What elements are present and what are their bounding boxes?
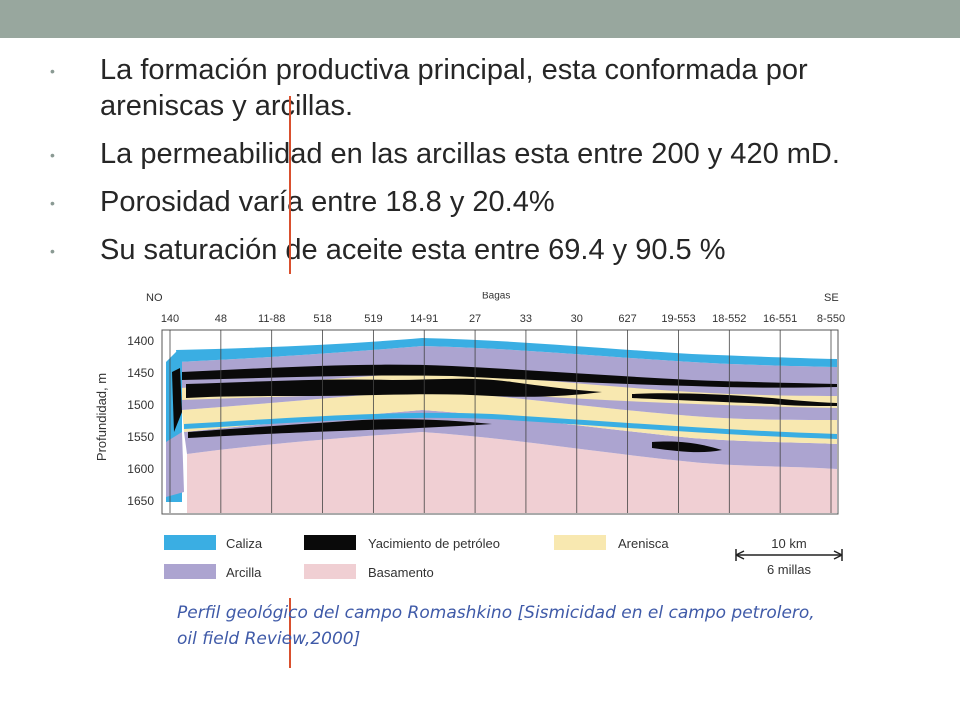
compass-right-label: SE bbox=[824, 292, 839, 304]
y-tick-label: 1400 bbox=[127, 334, 154, 348]
bullet-text: La formación productiva principal, esta … bbox=[100, 54, 808, 122]
well-label: 8-550 bbox=[817, 313, 845, 325]
legend-swatch-caliza bbox=[164, 535, 216, 550]
oil-reservoir-upper bbox=[182, 364, 837, 388]
layer-limestone bbox=[176, 338, 837, 367]
bullet-item: Porosidad varía entre 18.8 y 20.4% bbox=[50, 184, 870, 221]
town-label: Bagas bbox=[482, 292, 510, 301]
layer-limestone-lower bbox=[184, 412, 837, 439]
oil-reservoir-main bbox=[186, 378, 602, 398]
oil-reservoir-deep bbox=[652, 441, 722, 453]
y-tick-label: 1650 bbox=[127, 494, 154, 508]
compass-left-label: NO bbox=[146, 292, 163, 304]
well-label: 33 bbox=[520, 313, 532, 325]
legend-label-yacimiento: Yacimiento de petróleo bbox=[368, 536, 500, 551]
well-label: 14-91 bbox=[410, 313, 438, 325]
title-bar bbox=[0, 0, 960, 38]
legend-swatch-yacimiento bbox=[304, 535, 356, 550]
well-label: 11-88 bbox=[258, 313, 285, 325]
bullet-list: La formación productiva principal, esta … bbox=[50, 52, 870, 280]
layer-basement bbox=[187, 432, 837, 513]
scale-km-label: 10 km bbox=[771, 536, 806, 551]
legend-label-arenisca: Arenisca bbox=[618, 536, 669, 551]
bullet-text: La permeabilidad en las arcillas esta en… bbox=[100, 138, 840, 170]
well-label: 19-553 bbox=[661, 313, 695, 325]
well-label: 140 bbox=[161, 313, 179, 325]
oil-reservoir-lens bbox=[632, 393, 837, 406]
bullet-item: La formación productiva principal, esta … bbox=[50, 52, 870, 124]
well-label: 18-552 bbox=[712, 313, 746, 325]
legend: Caliza Yacimiento de petróleo Arenisca A… bbox=[164, 535, 843, 580]
bullet-item: Su saturación de aceite esta entre 69.4 … bbox=[50, 232, 870, 269]
legend-label-arcilla: Arcilla bbox=[226, 565, 262, 580]
well-lines bbox=[169, 330, 832, 513]
legend-label-caliza: Caliza bbox=[226, 536, 263, 551]
legend-swatch-basamento bbox=[304, 564, 356, 579]
bullet-text: Porosidad varía entre 18.8 y 20.4% bbox=[100, 186, 555, 218]
well-label: 519 bbox=[364, 313, 382, 325]
section-panel bbox=[161, 329, 839, 515]
annotation-line-top bbox=[289, 96, 291, 274]
figure-caption: Perfil geológico del campo Romashkino [S… bbox=[177, 603, 815, 649]
geological-section-figure: NO SE Bagas 140 48 11-88 518 519 14-91 27 33 30 6… bbox=[94, 292, 845, 580]
legend-label-basamento: Basamento bbox=[368, 565, 434, 580]
bullet-text: Su saturación de aceite esta entre 69.4 … bbox=[100, 234, 726, 266]
y-tick-label: 1600 bbox=[127, 462, 154, 476]
y-tick-label: 1450 bbox=[127, 366, 154, 380]
bullet-item: La permeabilidad en las arcillas esta en… bbox=[50, 136, 870, 173]
well-label: 16-551 bbox=[763, 313, 797, 325]
annotation-line-bottom bbox=[289, 598, 291, 668]
well-labels: 140 48 11-88 518 519 14-91 27 33 30 627 19-553 18-5… bbox=[161, 313, 845, 325]
well-label: 30 bbox=[571, 313, 583, 325]
y-tick-label: 1550 bbox=[127, 430, 154, 444]
y-tick-label: 1500 bbox=[127, 398, 154, 412]
fault-zone-clay bbox=[166, 432, 184, 497]
fault-zone-oil bbox=[172, 368, 182, 432]
well-label: 627 bbox=[618, 313, 636, 325]
oil-reservoir-lower bbox=[188, 419, 492, 438]
scale-miles-label: 6 millas bbox=[767, 562, 812, 577]
y-axis-label: Profundidad, m bbox=[94, 373, 109, 461]
well-label: 518 bbox=[313, 313, 331, 325]
y-ticks: 1400 1450 1500 1550 1600 1650 bbox=[127, 334, 154, 508]
well-label: 48 bbox=[215, 313, 227, 325]
legend-swatch-arcilla bbox=[164, 564, 216, 579]
legend-swatch-arenisca bbox=[554, 535, 606, 550]
scale-bar bbox=[735, 549, 843, 561]
well-label: 27 bbox=[469, 313, 481, 325]
